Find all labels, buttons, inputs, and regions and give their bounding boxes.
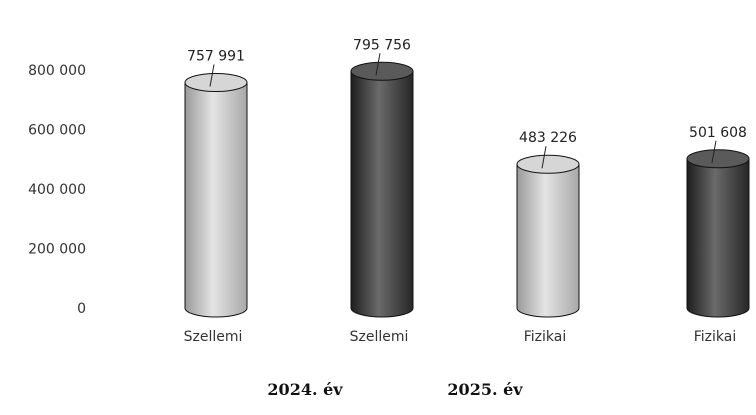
- y-tick-label: 600 000: [28, 123, 86, 139]
- data-label: 501 608: [689, 125, 747, 141]
- y-tick-label: 400 000: [28, 182, 86, 198]
- category-label: Fizikai: [694, 329, 737, 345]
- data-label-leader: [375, 53, 381, 76]
- bar-body: [686, 158, 750, 318]
- category-label: Szellemi: [350, 329, 409, 345]
- category-label: Fizikai: [524, 329, 567, 345]
- category-labels: Szellemi Szellemi Fizikai Fizikai: [184, 329, 737, 345]
- y-axis: 0 200 000 400 000 600 000 800 000: [28, 63, 86, 317]
- bar: 757 991: [184, 48, 248, 318]
- y-tick-label: 800 000: [28, 63, 86, 79]
- data-label-leader: [711, 140, 717, 163]
- data-label: 757 991: [187, 48, 245, 64]
- bar-body: [350, 70, 414, 318]
- bar-top: [184, 72, 248, 92]
- bar-top: [516, 154, 580, 174]
- y-tick-label: 0: [77, 301, 86, 317]
- bar-top: [686, 149, 750, 169]
- category-label: Szellemi: [184, 329, 243, 345]
- data-label-leader: [209, 64, 215, 87]
- bar-body: [184, 81, 248, 318]
- bar-top: [350, 61, 414, 81]
- bar: 795 756: [350, 37, 414, 318]
- data-label: 483 226: [519, 130, 577, 146]
- legend-item: 2024. év: [267, 380, 343, 399]
- bar-body: [516, 163, 580, 318]
- legend-item: 2025. év: [447, 380, 523, 399]
- bar: 483 226: [516, 130, 580, 318]
- y-tick-label: 200 000: [28, 242, 86, 258]
- bar: 501 608: [686, 125, 750, 318]
- data-label: 795 756: [353, 37, 411, 53]
- legend: 2024. év 2025. év: [267, 380, 523, 399]
- data-label-leader: [541, 146, 547, 169]
- bars: 757 991 795 756 483 226 501 608: [184, 37, 750, 318]
